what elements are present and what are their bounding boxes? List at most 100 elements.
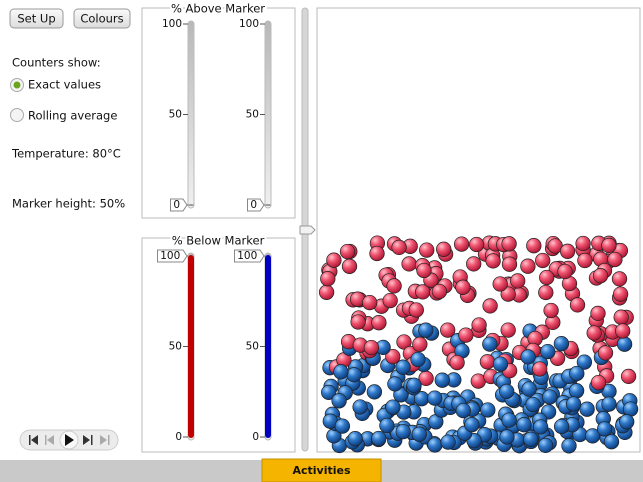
below-panel — [141, 237, 296, 453]
red-particle — [520, 258, 536, 274]
blue-particle — [601, 396, 617, 412]
tick-label: 0 — [252, 431, 259, 443]
button-label: Colours — [80, 12, 123, 26]
counter-bubble — [170, 198, 188, 212]
red-particle — [363, 339, 380, 356]
blue-particle — [482, 336, 498, 352]
red-particle — [526, 238, 542, 254]
blue-particle — [501, 412, 517, 428]
setup-button[interactable]: Set Up — [9, 8, 64, 29]
play-button[interactable] — [59, 430, 79, 450]
blue-particle — [532, 419, 549, 435]
red-particle — [613, 309, 629, 325]
red-particle — [501, 256, 518, 272]
blue-particle — [568, 383, 585, 399]
red-particle — [471, 317, 487, 333]
blue-particle — [619, 414, 635, 430]
blue-particle — [464, 417, 480, 433]
blue-particle — [321, 384, 337, 401]
red-particle — [458, 327, 474, 343]
red-particle — [575, 235, 591, 252]
radio-rolling[interactable]: Rolling average — [10, 108, 118, 123]
gauge-fill — [265, 255, 271, 438]
red-particle — [482, 298, 498, 314]
red-particle — [492, 276, 508, 292]
blue-particle — [576, 354, 593, 370]
blue-particle — [395, 359, 411, 375]
blue-particle — [565, 396, 582, 412]
blue-particle — [523, 431, 539, 447]
blue-particle — [520, 349, 536, 365]
red-particle — [419, 242, 435, 258]
blue-particle — [352, 399, 368, 415]
red-particle — [592, 268, 609, 284]
red-particle — [615, 323, 631, 339]
red-particle — [510, 273, 526, 289]
red-particle — [485, 253, 501, 269]
counter-value: 100 — [160, 250, 180, 262]
red-particle — [577, 252, 593, 269]
marker-height-label: Marker height: 50% — [12, 197, 125, 211]
counter-bubble — [247, 198, 265, 212]
blue-particle — [395, 423, 411, 440]
blue-particle — [440, 434, 456, 450]
red-particle — [468, 236, 485, 253]
tick-label: 100 — [162, 18, 182, 30]
red-particle — [559, 243, 576, 259]
red-particle — [590, 305, 606, 322]
first-button[interactable] — [29, 435, 38, 445]
blue-particle — [525, 396, 541, 413]
colours-button[interactable]: Colours — [73, 8, 131, 29]
red-particle — [601, 237, 617, 254]
tick-label: 50 — [169, 109, 182, 121]
tick-label: 50 — [246, 341, 259, 353]
marker-slider[interactable] — [299, 7, 316, 452]
blue-particle — [385, 399, 401, 415]
blue-particle — [499, 429, 515, 445]
red-particle — [385, 348, 401, 365]
blue-particle — [561, 438, 577, 454]
activities-tab[interactable]: Activities — [261, 458, 382, 482]
counter-value: 100 — [237, 250, 257, 262]
red-particle — [479, 354, 496, 370]
radio-label: Exact values — [28, 78, 101, 92]
radio-exact[interactable]: Exact values — [10, 78, 102, 92]
blue-particle — [499, 383, 515, 400]
temperature-label: Temperature: 80°C — [11, 147, 121, 161]
blue-particle — [492, 356, 509, 372]
red-particle — [320, 271, 336, 287]
red-particle — [369, 245, 385, 262]
red-particle — [382, 292, 398, 309]
red-particle — [408, 302, 424, 318]
blue-particle — [542, 389, 558, 405]
red-particle — [386, 278, 402, 294]
panel-title: % Below Marker — [172, 234, 265, 248]
red-particle — [341, 258, 358, 274]
blue-particle — [540, 343, 556, 360]
red-particle — [539, 269, 555, 286]
blue-particle — [616, 336, 633, 352]
red-particle — [611, 271, 628, 287]
blue-particle — [418, 322, 434, 338]
back-button[interactable] — [45, 435, 54, 445]
blue-particle — [366, 384, 383, 400]
red-particle — [449, 354, 465, 371]
last-button[interactable] — [100, 435, 110, 445]
tick-label: 50 — [246, 109, 259, 121]
tick-label: 100 — [239, 18, 259, 30]
forward-button[interactable] — [83, 435, 93, 445]
blue-particle — [480, 402, 496, 418]
red-particle — [557, 263, 573, 280]
red-particle — [339, 243, 356, 260]
blue-particle — [346, 367, 362, 383]
blue-particle — [553, 336, 570, 352]
blue-particle — [584, 428, 601, 444]
red-particle — [401, 256, 417, 272]
blue-particle — [603, 434, 620, 450]
tick-label: 0 — [175, 431, 182, 443]
red-particle — [612, 286, 629, 302]
red-particle — [538, 284, 554, 301]
blue-particle — [553, 418, 570, 435]
blue-particle — [406, 377, 422, 393]
